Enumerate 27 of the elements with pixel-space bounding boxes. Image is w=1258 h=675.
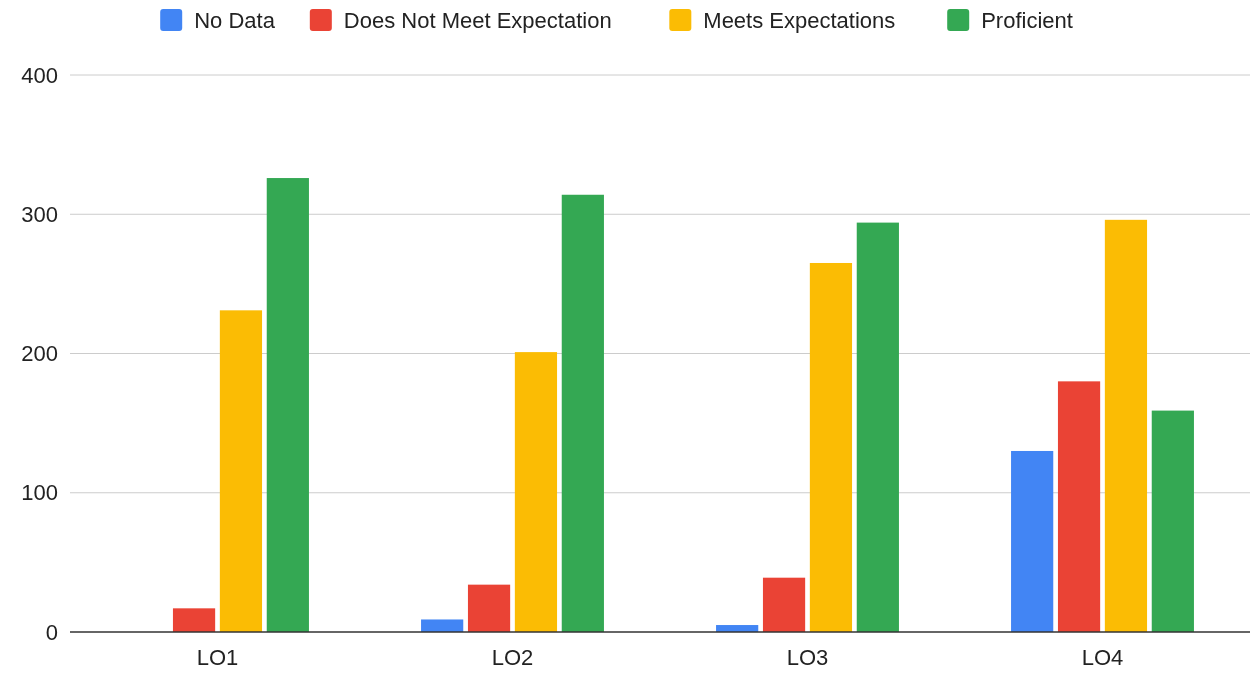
bar bbox=[266, 178, 309, 632]
bar bbox=[1151, 410, 1194, 632]
bar bbox=[1104, 219, 1148, 632]
y-tick-label: 100 bbox=[21, 480, 58, 506]
bar bbox=[762, 577, 806, 632]
legend-label: Does Not Meet Expectation bbox=[343, 7, 612, 33]
x-tick-label: LO3 bbox=[786, 645, 829, 670]
bar bbox=[467, 584, 511, 632]
legend-label: Meets Expectations bbox=[703, 7, 896, 33]
bar bbox=[219, 310, 263, 632]
bar bbox=[421, 619, 464, 632]
legend-label: Proficient bbox=[981, 7, 1073, 33]
y-tick-label: 0 bbox=[45, 619, 58, 645]
bar bbox=[856, 222, 899, 632]
x-tick-label: LO2 bbox=[491, 645, 534, 670]
bar bbox=[561, 194, 604, 632]
x-tick-label: LO1 bbox=[196, 645, 239, 670]
bar bbox=[514, 352, 558, 632]
bar bbox=[809, 262, 853, 632]
bar bbox=[172, 608, 216, 632]
y-tick-label: 400 bbox=[21, 62, 58, 88]
y-tick-label: 300 bbox=[21, 201, 58, 227]
legend-label: No Data bbox=[194, 7, 276, 33]
bar bbox=[1057, 381, 1101, 632]
y-tick-label: 200 bbox=[21, 341, 58, 367]
x-tick-label: LO4 bbox=[1081, 645, 1124, 670]
bar bbox=[1011, 450, 1054, 632]
